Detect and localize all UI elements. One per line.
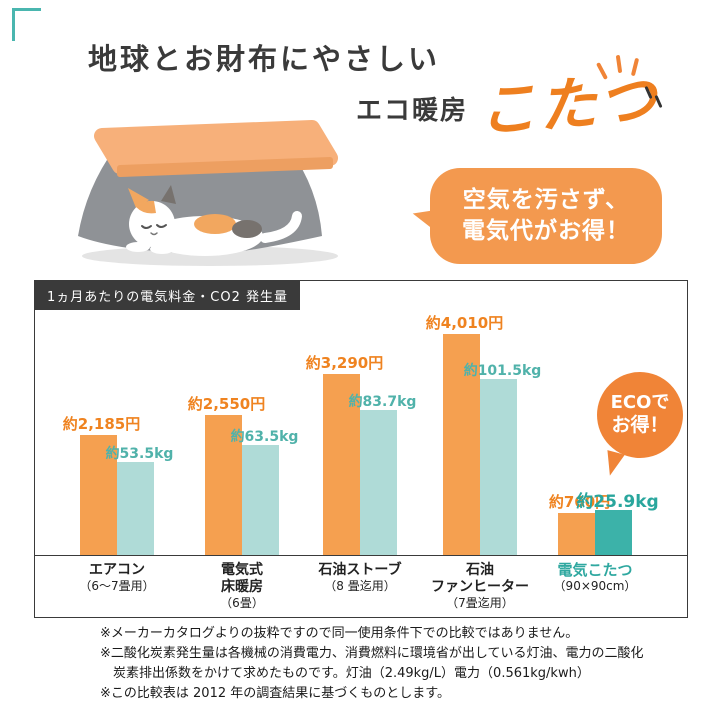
category-label-line: 電気式: [220, 562, 263, 578]
cost-value-label: 約4,010円: [425, 314, 504, 332]
shadow: [82, 246, 338, 266]
tabletop-edge: [117, 157, 333, 177]
footnote-line: ※二酸化炭素発生量は各機械の消費電力、消費燃料に環境省が出している灯油、電力の二…: [100, 646, 644, 662]
comparison-chart: 1ヵ月あたりの電気料金・CO2 発生量 約2,185円 約53.5kg エアコン （6…: [34, 280, 688, 618]
speech-bubble-line: 空気を汚さず、: [462, 186, 630, 213]
category-label-line: （7畳迄用）: [446, 596, 514, 610]
co2-bar: [595, 510, 632, 555]
cat-dark-patch: [232, 220, 262, 238]
cat-orange-patch: [194, 214, 236, 234]
kotatsu-cat-illustration: [78, 120, 338, 266]
cost-value-label: 約760円: [548, 493, 611, 511]
co2-value-label: 約25.9kg: [576, 492, 659, 512]
category-label-line: （6畳）: [220, 596, 264, 610]
cat-tail: [260, 211, 302, 243]
footnote-line: ※この比較表は 2012 年の調査結果に基づくものとします。: [100, 686, 450, 702]
co2-bar: [242, 445, 279, 555]
category-label-line: ファンヒーター: [431, 579, 529, 595]
category-label: 電気こたつ （90×90cm）: [554, 562, 637, 594]
cat-mouth: [150, 232, 158, 236]
chart-title-badge: 1ヵ月あたりの電気料金・CO2 発生量: [35, 281, 300, 310]
cost-value-label: 約2,185円: [62, 415, 141, 433]
cat-head: [129, 201, 175, 247]
page-title: 地球とお財布にやさしい: [88, 42, 441, 76]
category-label-line: 石油ストーブ: [318, 562, 402, 578]
co2-value-label: 約63.5kg: [230, 429, 299, 445]
footnote-line: ※メーカーカタログよりの抜粋ですので同一使用条件下での比較ではありません。: [100, 626, 579, 641]
co2-bar: [117, 462, 154, 555]
category-label-line: エアコン: [89, 562, 145, 578]
cat-head-patch: [136, 200, 156, 214]
cost-bar: [80, 435, 117, 555]
cat-eye-right: [156, 224, 167, 228]
cost-bar: [323, 374, 360, 555]
co2-bar: [360, 410, 397, 555]
eco-badge: ECOで お得！: [597, 372, 683, 458]
co2-value-label: 約53.5kg: [105, 446, 174, 462]
category-label-line: （8 畳迄用）: [324, 579, 396, 593]
footnote-line: 炭素排出係数をかけて求めたものです。灯油（2.49kg/L）電力（0.561kg…: [113, 666, 590, 682]
cost-bar: [205, 415, 242, 555]
cat-ear-right: [161, 185, 176, 204]
co2-value-label: 約101.5kg: [463, 363, 542, 379]
cat-paw: [126, 242, 150, 252]
corner-frame-decoration: [12, 8, 41, 41]
cost-bar: [443, 334, 480, 555]
category-label-line: 床暖房: [220, 579, 263, 595]
subtitle-prefix: エコ暖房: [356, 96, 469, 126]
cost-bar: [558, 513, 595, 555]
eco-badge-line: お得！: [611, 414, 669, 437]
speech-bubble-line: 電気代がお得！: [462, 218, 630, 244]
chart-plot-area: 約2,185円約53.5kg エアコン （6〜7畳用） 約2,550円約63.5kg 電…: [35, 281, 687, 617]
speech-bubble: 空気を汚さず、 電気代がお得！: [430, 168, 662, 264]
co2-bar: [480, 379, 517, 555]
co2-value-label: 約83.7kg: [348, 394, 417, 410]
category-label: 電気式 床暖房 （6畳）: [220, 562, 264, 611]
chart-baseline: [35, 555, 687, 556]
eco-badge-line: ECOで: [610, 391, 670, 413]
cost-value-label: 約3,290円: [305, 354, 384, 372]
category-label-line: 石油: [466, 562, 494, 578]
category-label: 石油ストーブ （8 畳迄用）: [318, 562, 401, 594]
cat-paw: [150, 244, 174, 254]
category-label: 石油 ファンヒーター （7畳迄用）: [431, 562, 529, 611]
cost-value-label: 約2,550円: [187, 395, 266, 413]
footnotes: ※メーカーカタログよりの抜粋ですので同一使用条件下での比較ではありません。 ※二酸…: [100, 624, 660, 705]
category-label-line: （90×90cm）: [553, 579, 637, 593]
category-label: エアコン （6〜7畳用）: [79, 562, 154, 594]
cat-eye-left: [141, 225, 152, 229]
category-label-line: （6〜7畳用）: [79, 579, 155, 593]
category-label-line: 電気こたつ: [557, 561, 633, 579]
